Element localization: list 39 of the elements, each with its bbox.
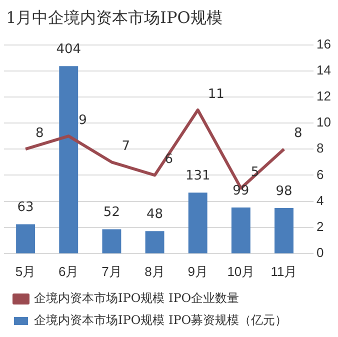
data-label: 131 [185,168,210,184]
x-tick-label: 8月 [144,264,165,279]
bar [145,231,164,254]
data-label: 52 [103,205,120,220]
x-tick-label: 7月 [102,264,122,279]
y2-tick-label: 6 [316,166,324,182]
y2-tick-label: 14 [316,62,332,78]
y2-tick-label: 16 [316,36,332,52]
bar [231,208,250,254]
y2-tick-label: 8 [316,140,324,156]
legend-label: 企境内资本市场IPO规模 IPO企业数量 [34,291,240,306]
data-label: 11 [208,86,224,102]
x-tick-label: 11月 [270,264,298,279]
data-label: 404 [56,42,82,57]
y2-tick-label: 2 [316,218,324,234]
data-label: 99 [232,183,250,198]
data-label: 48 [146,207,164,222]
data-label: 8 [36,126,44,141]
y2-tick-label: 4 [316,192,324,208]
data-label: 63 [17,200,34,216]
data-label: 7 [122,139,130,154]
data-label: 6 [164,152,174,168]
bar [188,192,208,254]
bar [16,224,36,254]
x-tick-label: 9月 [188,264,208,279]
x-tick-label: 5月 [15,264,36,279]
data-label: 98 [276,184,292,199]
x-tick-label: 10月 [227,264,255,279]
chart-title: 1月中企境内资本市场IPO规模 [5,7,224,29]
y2-tick-label: 10 [316,114,332,130]
bar [274,208,294,254]
data-label: 9 [78,112,87,128]
y2-tick-label: 12 [316,88,332,104]
y2-tick-label: 0 [316,244,324,260]
bar [102,229,122,254]
data-label: 8 [294,126,302,141]
legend-label: 企境内资本市场IPO规模 IPO募资规模（亿元） [34,313,288,328]
bar [59,66,78,254]
x-tick-label: 6月 [58,264,79,279]
